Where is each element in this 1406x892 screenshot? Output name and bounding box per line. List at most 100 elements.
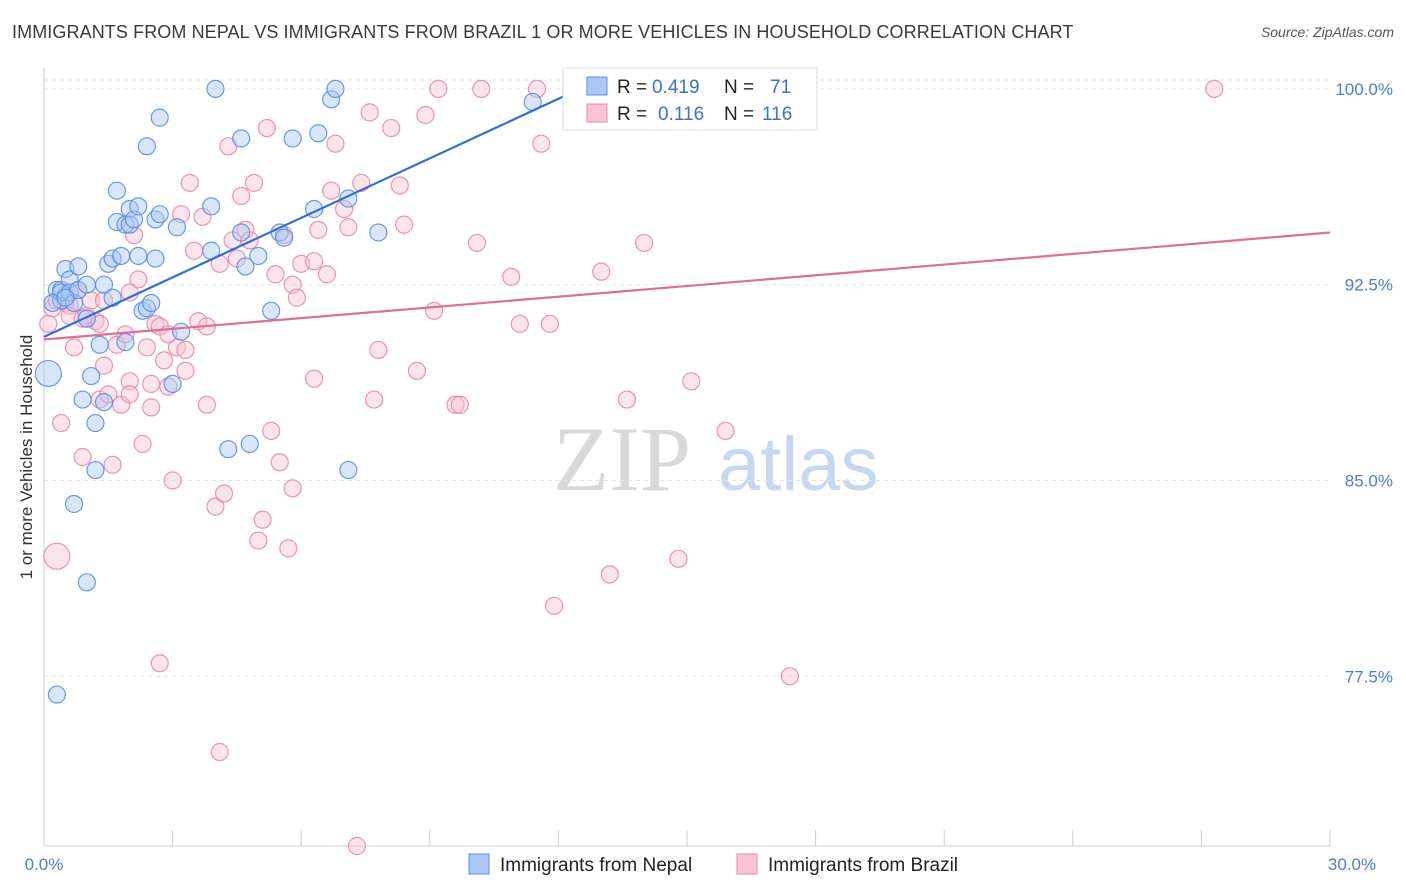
nepal-point — [94, 393, 114, 412]
nepal-point — [103, 288, 122, 307]
brazil-point — [244, 173, 264, 192]
brazil-point — [600, 565, 619, 584]
brazil-point — [635, 233, 654, 253]
brazil-point — [64, 338, 84, 357]
brazil-point — [142, 398, 161, 417]
brazil-point — [270, 453, 289, 472]
brazil-point — [429, 79, 448, 98]
brazil-point — [309, 220, 328, 239]
brazil-point — [390, 176, 409, 195]
nepal-points — [34, 79, 594, 704]
brazil-point — [682, 372, 701, 391]
brazil-point — [347, 836, 367, 856]
brazil-point — [154, 351, 174, 370]
nepal-legend-swatch — [586, 76, 608, 96]
brazil-point — [197, 395, 216, 414]
nepal-point — [73, 390, 92, 409]
brazil-point — [120, 385, 139, 404]
brazil-point — [1205, 79, 1224, 98]
x-tick-label-min: 0.0% — [25, 855, 64, 874]
nepal-r-label: R = — [617, 77, 647, 98]
nepal-point — [129, 197, 148, 216]
x-tick-label-max: 30.0% — [1328, 855, 1376, 874]
nepal-point — [249, 246, 268, 266]
nepal-point — [240, 434, 259, 454]
brazil-point — [339, 218, 358, 237]
brazil-point — [716, 421, 735, 440]
nepal-point — [326, 79, 345, 98]
brazil-point — [150, 654, 169, 673]
nepal-point — [232, 129, 251, 148]
nepal-point — [206, 79, 225, 98]
source-credit: Source: ZipAtlas.com — [1260, 24, 1394, 40]
brazil-point — [510, 314, 529, 333]
brazil-point — [369, 340, 388, 360]
nepal-point — [322, 90, 341, 109]
brazil-point — [210, 742, 229, 762]
brazil-point — [287, 288, 307, 307]
brazil-legend-swatch — [586, 103, 608, 123]
nepal-trend-line — [43, 87, 581, 338]
brazil-point — [120, 372, 139, 391]
brazil-point — [232, 186, 251, 206]
brazil-point — [326, 134, 345, 153]
brazil-point — [253, 510, 272, 529]
nepal-point — [34, 359, 62, 388]
nepal-point — [107, 181, 126, 200]
brazil-point — [472, 79, 491, 98]
brazil-point — [142, 374, 161, 393]
nepal-n-label: N = — [724, 77, 754, 98]
brazil-point — [214, 484, 234, 503]
brazil-point — [52, 413, 71, 433]
chart-title: IMMIGRANTS FROM NEPAL VS IMMIGRANTS FROM… — [12, 22, 1074, 42]
nepal-point — [339, 460, 358, 480]
nepal-point — [112, 246, 131, 266]
brazil-point — [304, 252, 324, 271]
legend-label-brazil: Immigrants from Brazil — [768, 855, 958, 876]
y-axis-tick-labels: 100.0% 92.5% 85.0% 77.5% — [1335, 80, 1393, 686]
watermark-atlas: atlas — [718, 422, 879, 507]
brazil-point — [163, 471, 182, 490]
nepal-point — [167, 218, 186, 237]
nepal-point — [64, 494, 84, 514]
nepal-point — [82, 366, 101, 386]
nepal-point — [202, 197, 221, 216]
brazil-point — [416, 105, 435, 125]
legend-swatch-nepal — [468, 853, 490, 875]
brazil-point — [467, 233, 487, 253]
brazil-point — [176, 361, 195, 380]
brazil-point — [617, 390, 637, 409]
nepal-point — [77, 275, 96, 294]
brazil-point — [249, 531, 268, 550]
brazil-point — [364, 390, 384, 409]
nepal-point — [77, 573, 96, 592]
brazil-point — [352, 173, 371, 192]
y-tick-label: 100.0% — [1335, 80, 1393, 99]
brazil-point — [592, 262, 611, 281]
brazil-point — [184, 241, 204, 260]
nepal-point — [69, 257, 88, 276]
brazil-point — [424, 301, 444, 320]
brazil-point — [129, 270, 148, 289]
brazil-point — [73, 447, 92, 467]
brazil-point — [540, 314, 559, 333]
nepal-point — [172, 322, 191, 341]
watermark-zip: ZIP — [553, 408, 691, 510]
nepal-point — [150, 108, 169, 127]
nepal-point — [283, 129, 302, 148]
nepal-point — [86, 413, 105, 433]
brazil-n-label: N = — [724, 104, 754, 125]
brazil-point — [133, 434, 152, 454]
nepal-point — [236, 257, 255, 276]
brazil-point — [180, 173, 199, 192]
nepal-point — [142, 293, 161, 313]
brazil-point — [669, 549, 688, 568]
brazil-point — [94, 356, 114, 375]
brazil-point — [176, 340, 195, 360]
nepal-point — [150, 205, 169, 224]
brazil-point — [407, 361, 427, 380]
nepal-point — [137, 137, 156, 156]
nepal-point — [274, 228, 294, 247]
x-axis-ticks — [172, 830, 1331, 846]
